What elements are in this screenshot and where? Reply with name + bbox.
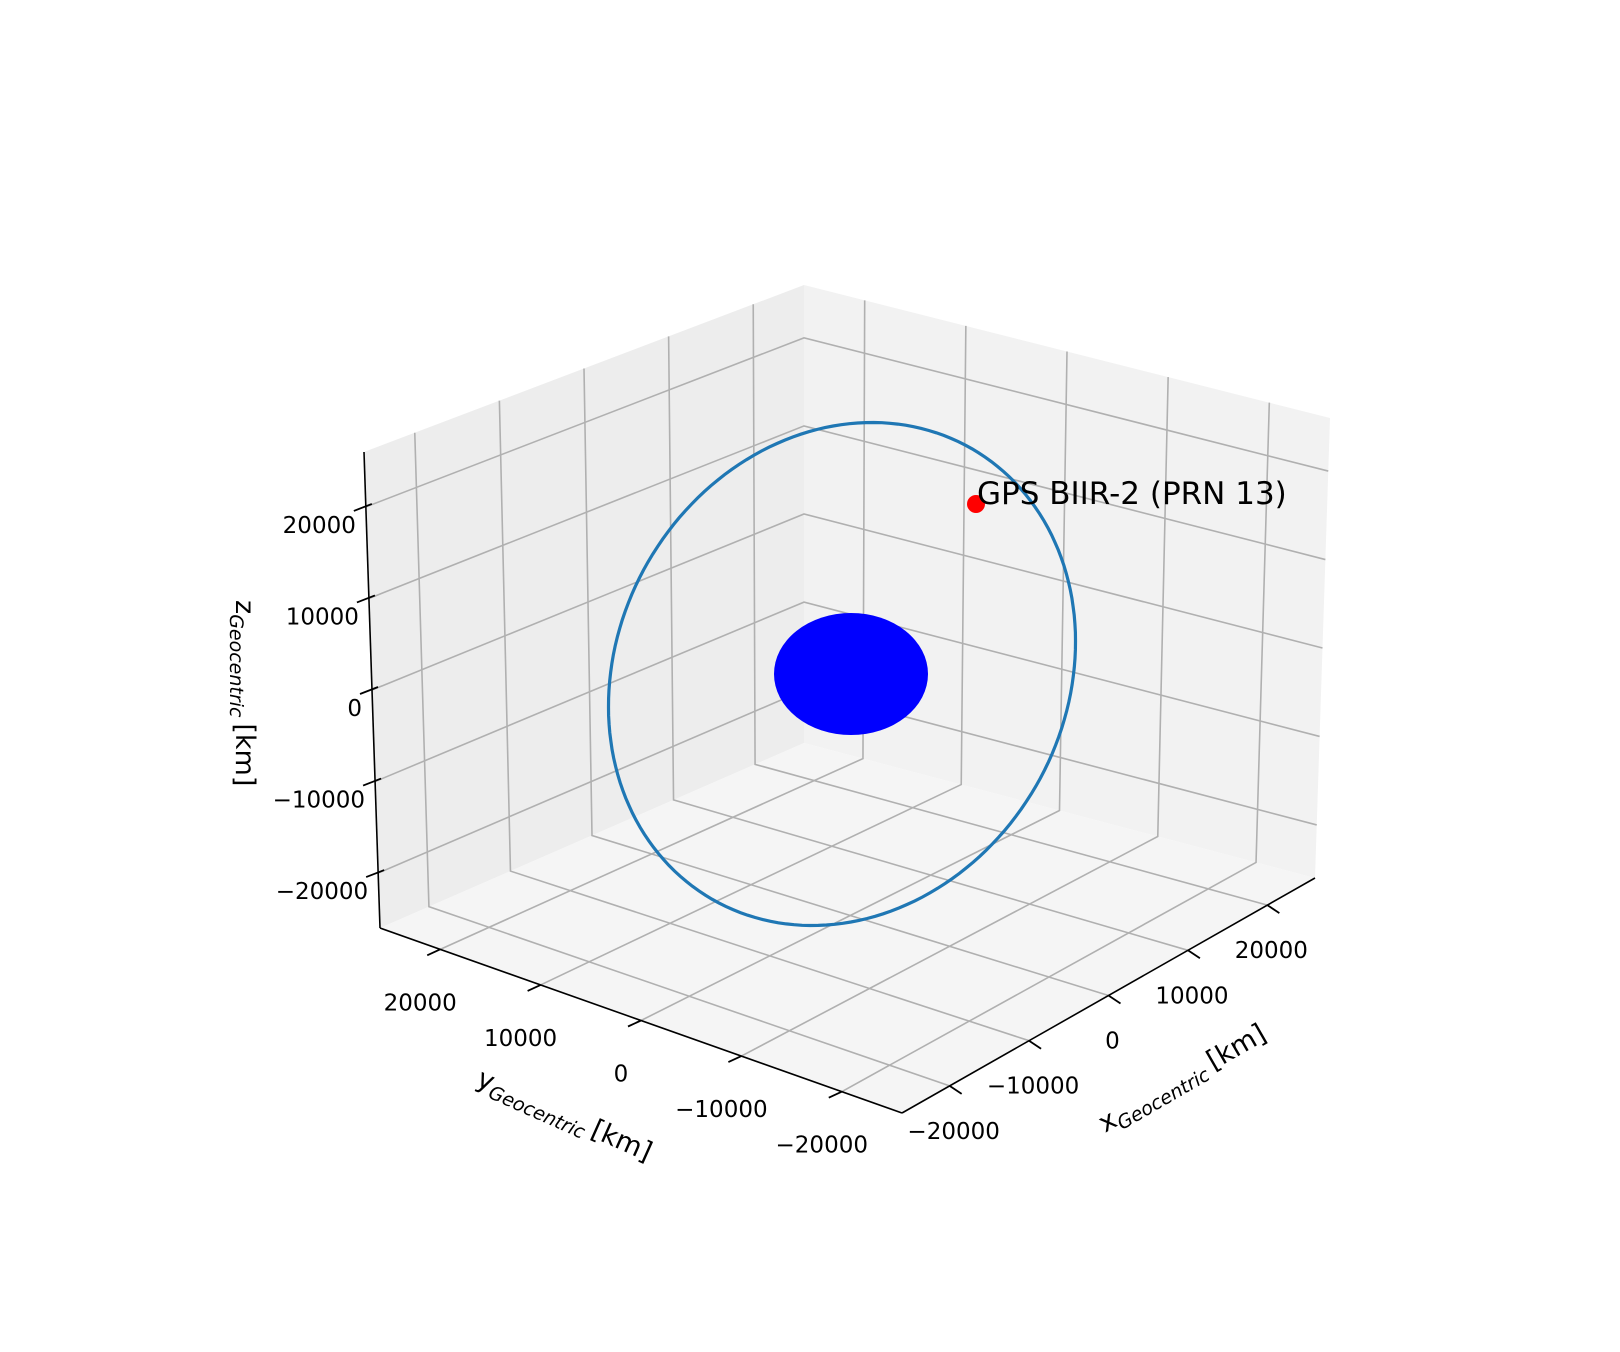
x-tick-label-4: −20000 bbox=[907, 1119, 999, 1145]
orbit-line bbox=[606, 420, 1078, 928]
grid-x-1 bbox=[540, 325, 967, 986]
z-tick-2 bbox=[359, 686, 379, 695]
y-tick-3 bbox=[728, 1055, 742, 1063]
earth-sphere bbox=[774, 613, 928, 735]
x-tick-1 bbox=[1187, 949, 1201, 960]
z-tick-0 bbox=[353, 503, 373, 512]
axes bbox=[353, 451, 1316, 1114]
y-tick-4 bbox=[828, 1090, 843, 1099]
grid-z-1 bbox=[368, 425, 1326, 600]
grid-x-4 bbox=[841, 402, 1271, 1093]
y-tick-label-1: 10000 bbox=[484, 1026, 557, 1052]
z-tick-4 bbox=[365, 869, 385, 878]
grid-z-2 bbox=[371, 513, 1323, 691]
x-tick-label-3: −10000 bbox=[987, 1074, 1079, 1100]
z-tick-label-4: −20000 bbox=[276, 879, 368, 905]
z-axis-label: zGeocentric[km] bbox=[225, 600, 260, 786]
grid-z-0 bbox=[365, 337, 1329, 508]
pane-left-wall bbox=[364, 285, 804, 928]
z-tick-label-3: −10000 bbox=[273, 788, 365, 814]
z-tick-3 bbox=[362, 777, 382, 787]
x-tick-2 bbox=[1108, 994, 1121, 1005]
y-tick-label-4: −20000 bbox=[776, 1133, 868, 1159]
y-tick-2 bbox=[627, 1019, 642, 1028]
y-tick-label-2: 0 bbox=[614, 1062, 629, 1088]
grid-x-2 bbox=[640, 351, 1068, 1022]
x-tick-4 bbox=[949, 1085, 963, 1095]
grid-y-2 bbox=[583, 368, 1109, 997]
y-tick-0 bbox=[426, 948, 441, 957]
grid-y-1 bbox=[498, 400, 1030, 1042]
x-tick-3 bbox=[1028, 1039, 1042, 1050]
z-tick-label-1: 10000 bbox=[286, 604, 359, 630]
x-tick-label-1: 10000 bbox=[1155, 983, 1228, 1009]
y-tick-1 bbox=[527, 984, 541, 992]
y-axis-label: yGeocentric[km] bbox=[471, 1063, 657, 1172]
z-tick-label-0: 20000 bbox=[283, 513, 356, 539]
x-axis-label: xGeocentric[km] bbox=[1093, 1018, 1273, 1142]
grid-x-3 bbox=[741, 377, 1169, 1057]
satellite-marker bbox=[967, 495, 985, 513]
grid-lines bbox=[365, 300, 1329, 1093]
grid-y-0 bbox=[413, 432, 950, 1087]
grid-y-3 bbox=[667, 336, 1189, 952]
satellite-label: GPS BIIR-2 (PRN 13) bbox=[977, 476, 1287, 512]
x-tick-label-0: 20000 bbox=[1235, 938, 1308, 964]
z-tick-label-2: 0 bbox=[347, 696, 362, 722]
grid-x-0 bbox=[439, 300, 866, 951]
tick-labels: 20000 10000 0 −10000 −20000 20000 10000 0 −10000… bbox=[273, 513, 1308, 1159]
y-tick-label-0: 20000 bbox=[384, 990, 457, 1016]
z-tick-1 bbox=[356, 594, 376, 604]
x-tick-label-2: 0 bbox=[1105, 1029, 1120, 1055]
grid-z-3 bbox=[374, 601, 1320, 783]
y-tick-label-3: −10000 bbox=[675, 1097, 767, 1123]
x-tick-0 bbox=[1266, 904, 1280, 914]
pane-floor bbox=[380, 743, 1315, 1113]
grid-y-4 bbox=[752, 304, 1268, 906]
